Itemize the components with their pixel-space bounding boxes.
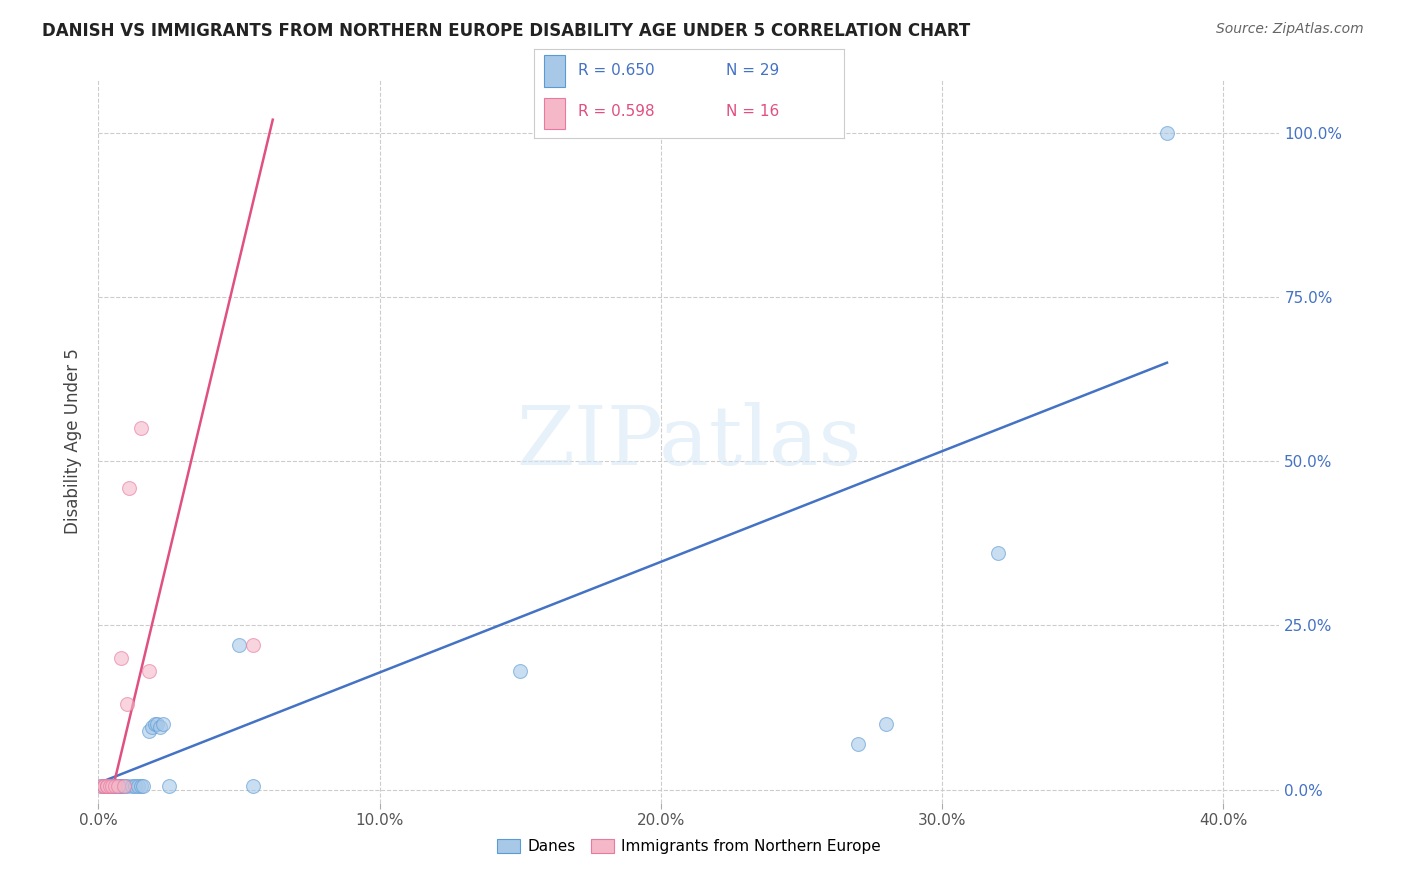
Point — [90, 780, 112, 794]
Point — [112, 780, 135, 794]
Point — [509, 665, 531, 679]
Point — [228, 638, 250, 652]
Point — [110, 780, 132, 794]
Point — [93, 780, 115, 794]
Point — [875, 717, 897, 731]
Point — [846, 737, 869, 751]
Point — [93, 780, 115, 794]
Point — [138, 665, 160, 679]
Point — [143, 717, 166, 731]
Point — [112, 780, 135, 794]
Point — [157, 780, 180, 794]
Point — [98, 780, 121, 794]
Text: N = 29: N = 29 — [725, 63, 779, 78]
Legend: Danes, Immigrants from Northern Europe: Danes, Immigrants from Northern Europe — [491, 833, 887, 860]
Y-axis label: Disability Age Under 5: Disability Age Under 5 — [65, 349, 83, 534]
Point — [115, 780, 138, 794]
Point — [110, 780, 132, 794]
Point — [96, 780, 118, 794]
Point — [129, 421, 152, 435]
Point — [127, 780, 149, 794]
Point — [121, 780, 143, 794]
Point — [93, 780, 115, 794]
FancyBboxPatch shape — [544, 98, 565, 129]
Point — [93, 780, 115, 794]
Text: ZIPatlas: ZIPatlas — [516, 401, 862, 482]
Point — [115, 698, 138, 712]
Text: Source: ZipAtlas.com: Source: ZipAtlas.com — [1216, 22, 1364, 37]
Point — [242, 638, 264, 652]
Text: N = 16: N = 16 — [725, 104, 779, 119]
Point — [124, 780, 146, 794]
Point — [107, 780, 129, 794]
Point — [129, 780, 152, 794]
Point — [90, 780, 112, 794]
Point — [138, 723, 160, 738]
Point — [242, 780, 264, 794]
Point — [110, 651, 132, 665]
Point — [987, 546, 1010, 560]
Point — [141, 720, 163, 734]
Text: R = 0.650: R = 0.650 — [578, 63, 654, 78]
Text: DANISH VS IMMIGRANTS FROM NORTHERN EUROPE DISABILITY AGE UNDER 5 CORRELATION CHA: DANISH VS IMMIGRANTS FROM NORTHERN EUROP… — [42, 22, 970, 40]
Point — [107, 780, 129, 794]
Point — [146, 717, 169, 731]
Point — [104, 780, 127, 794]
Point — [104, 780, 127, 794]
Point — [98, 780, 121, 794]
Point — [96, 780, 118, 794]
Point — [104, 780, 127, 794]
Point — [101, 780, 124, 794]
Point — [1156, 126, 1178, 140]
Point — [98, 780, 121, 794]
Point — [149, 720, 172, 734]
Point — [118, 481, 141, 495]
FancyBboxPatch shape — [544, 55, 565, 87]
Point — [101, 780, 124, 794]
Point — [96, 780, 118, 794]
Point — [132, 780, 155, 794]
Point — [152, 717, 174, 731]
Point — [101, 780, 124, 794]
Point — [96, 780, 118, 794]
Point — [107, 780, 129, 794]
Text: R = 0.598: R = 0.598 — [578, 104, 654, 119]
